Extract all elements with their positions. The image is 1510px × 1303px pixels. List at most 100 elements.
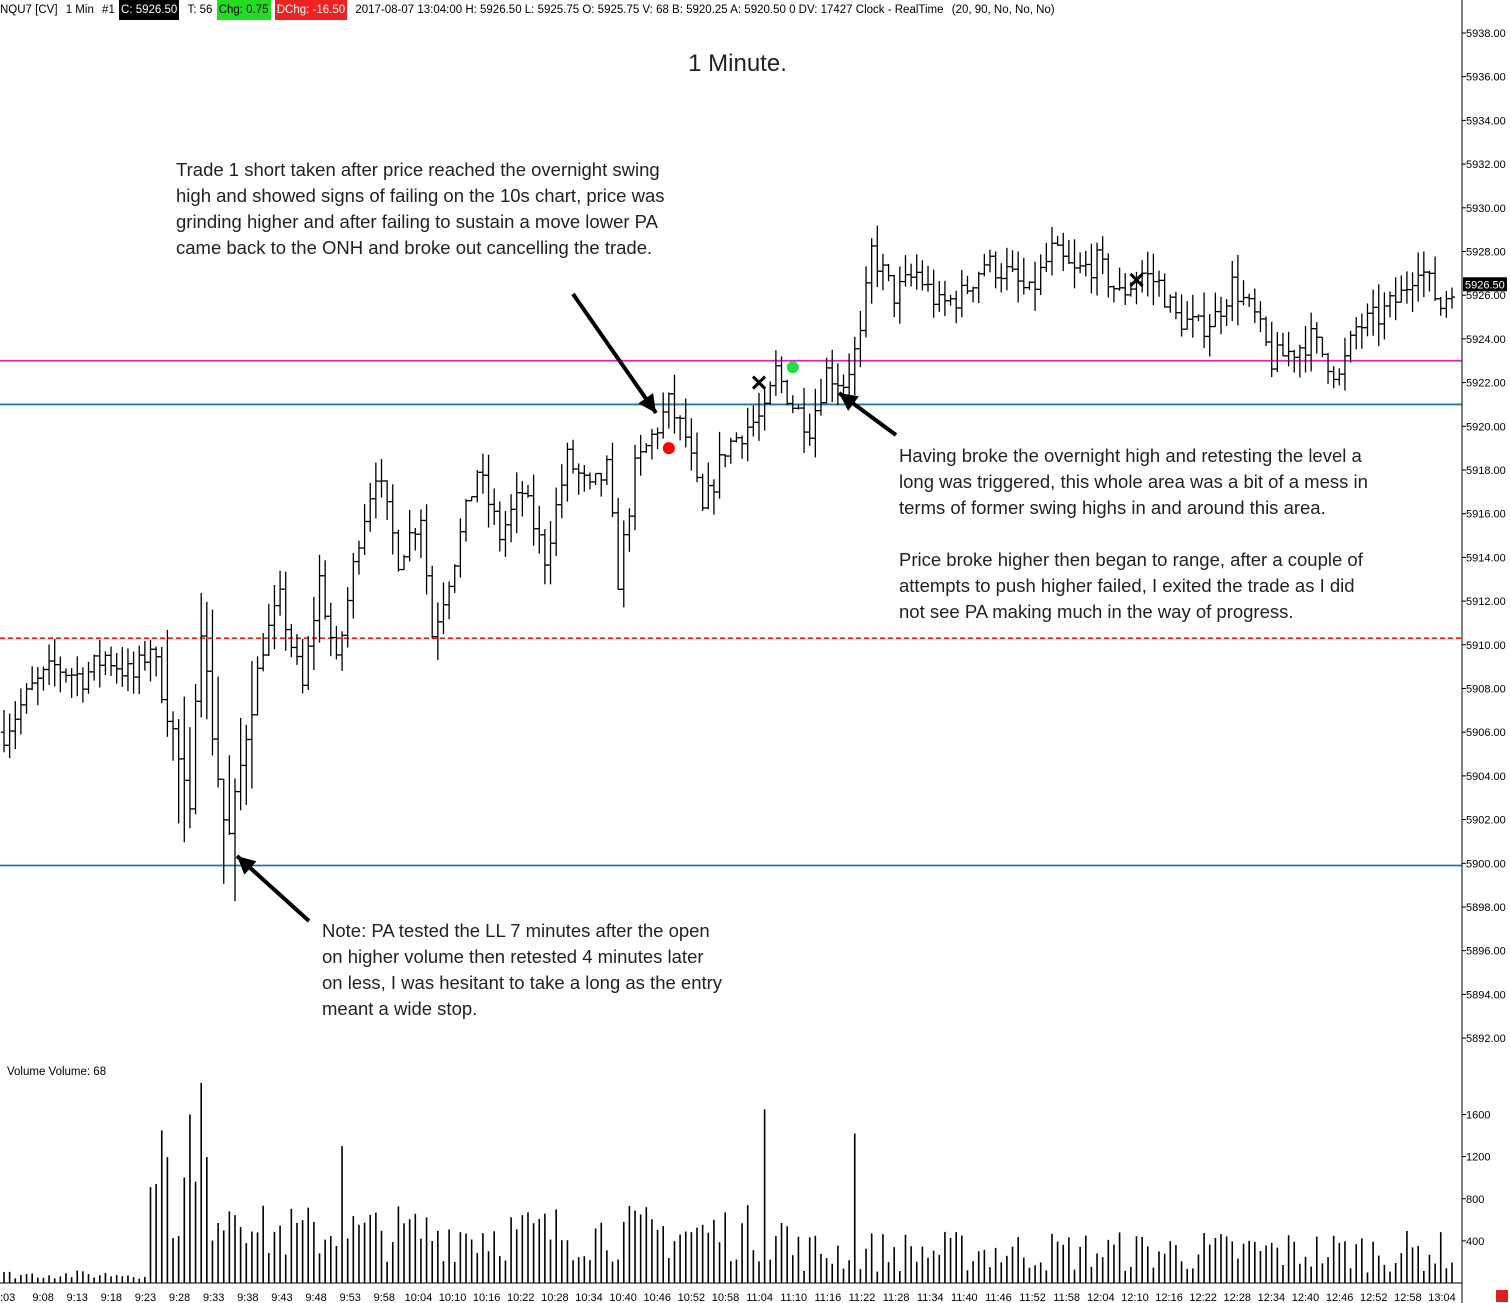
ohlc-bar — [198, 592, 205, 718]
ohlc-bar — [429, 565, 436, 639]
ohlc-bar — [1009, 250, 1016, 273]
ohlc-bar — [6, 713, 13, 759]
x-tick-label: 11:28 — [883, 1292, 910, 1303]
x-tick-label: 11:10 — [780, 1292, 807, 1303]
ohlc-bar — [305, 636, 312, 691]
ohlc-bar — [925, 265, 932, 292]
ohlc-bar — [1370, 289, 1377, 336]
vol-tick-label: 1200 — [1466, 1152, 1490, 1164]
ohlc-bar — [440, 582, 447, 635]
y-tick-label: 5892.00 — [1466, 1033, 1506, 1045]
ohlc-bar — [1156, 270, 1163, 297]
ohlc-bar — [772, 350, 779, 396]
ohlc-bar — [648, 428, 655, 460]
x-tick-label: 11:46 — [985, 1292, 1012, 1303]
ohlc-bar — [936, 280, 943, 312]
ohlc-bar — [1110, 285, 1117, 303]
ohlc-bar — [536, 505, 543, 554]
ohlc-bar — [620, 520, 627, 608]
ohlc-bar — [192, 683, 199, 815]
exit-x-b — [1129, 272, 1144, 287]
ohlc-bar — [1364, 303, 1371, 337]
ohlc-bar — [801, 387, 808, 453]
ohlc-bar — [434, 602, 441, 660]
ohlc-bar — [350, 552, 357, 619]
ohlc-bar — [12, 701, 19, 750]
ohlc-bar — [947, 294, 954, 306]
ohlc-bar — [344, 587, 351, 648]
time-axis: :03 9:08 9:13 9:18 9:23 9:28 9:33 9:38 9:43 9:48 9… — [0, 1292, 1456, 1303]
ohlc-bar — [322, 560, 329, 620]
ohlc-bar — [874, 225, 881, 288]
ohlc-bar — [1043, 242, 1050, 272]
ohlc-bar — [1302, 325, 1309, 373]
ohlc-bar — [902, 255, 909, 287]
y-tick-label: 5932.00 — [1466, 159, 1506, 171]
ohlc-bar — [1048, 226, 1055, 276]
chart-title: 1 Minute. — [688, 50, 787, 77]
ohlc-bar — [108, 646, 115, 676]
ohlc-bar — [119, 647, 126, 687]
ohlc-bar — [451, 564, 458, 593]
ohlc-bar — [744, 407, 751, 462]
y-tick-label: 5902.00 — [1466, 815, 1506, 827]
trade-marker-0 — [662, 442, 675, 455]
ohlc-bar — [1144, 251, 1151, 297]
ohlc-bar — [575, 463, 582, 495]
ohlc-bar — [1353, 317, 1360, 350]
ohlc-bar — [384, 480, 391, 520]
ohlc-bar — [812, 388, 819, 458]
ohlc-bar — [1403, 271, 1410, 304]
annotation-long: Having broke the overnight high and rete… — [899, 445, 1368, 622]
ohlc-bar — [1341, 337, 1348, 391]
ohlc-bar — [1212, 292, 1219, 328]
y-tick-label: 5908.00 — [1466, 684, 1506, 696]
ohlc-bar — [327, 602, 334, 657]
ohlc-bar — [186, 727, 193, 829]
trade-markers — [662, 272, 1144, 455]
ohlc-bar — [705, 462, 712, 510]
ohlc-bar — [226, 755, 233, 835]
change-badge: Chg: 0.75 — [216, 0, 271, 20]
chart-number: #1 — [102, 4, 115, 16]
ohlc-bar — [637, 434, 644, 476]
volume-label: Volume Volume: 68 — [7, 1066, 107, 1078]
ticks-label: T: 56 — [187, 4, 213, 16]
ohlc-bar — [1246, 293, 1253, 307]
ohlc-bar — [598, 472, 605, 497]
interval-label: 1 Min — [65, 4, 94, 16]
ohlc-bar — [158, 646, 165, 704]
ohlc-bar — [51, 639, 58, 687]
x-tick-label: 9:53 — [339, 1292, 360, 1303]
ohlc-bar — [46, 644, 53, 685]
bar-info: 2017-08-07 13:04:00 H: 5926.50 L: 5925.7… — [355, 4, 944, 16]
x-tick-label: 11:34 — [917, 1292, 944, 1303]
ohlc-bar — [248, 661, 255, 789]
ohlc-bar — [1313, 322, 1320, 354]
ohlc-bar — [1099, 236, 1106, 275]
ohlc-bar — [586, 472, 593, 490]
x-tick-label: 9:23 — [135, 1292, 156, 1303]
ohlc-bar — [423, 504, 430, 595]
ohlc-bar — [564, 442, 571, 502]
ohlc-bar — [1003, 247, 1010, 291]
ohlc-bar — [220, 778, 227, 884]
ohlc-bar — [581, 465, 588, 492]
ohlc-bar — [1195, 314, 1202, 322]
ohlc-bar — [412, 527, 419, 551]
x-tick-label: 10:16 — [473, 1292, 501, 1303]
ohlc-bar — [694, 432, 701, 483]
arrow-head — [839, 393, 859, 411]
ohlc-bar — [277, 570, 284, 616]
y-tick-label: 5918.00 — [1466, 465, 1506, 477]
ohlc-bar — [885, 264, 892, 282]
ohlc-bar — [181, 696, 188, 843]
y-tick-label: 5922.00 — [1466, 378, 1506, 390]
ohlc-bar — [789, 395, 796, 414]
ohlc-bar — [665, 392, 672, 429]
ohlc-bar — [654, 427, 661, 450]
ohlc-bar — [1449, 287, 1455, 309]
ohlc-bar — [1189, 294, 1196, 338]
x-tick-label: 11:22 — [849, 1292, 876, 1303]
